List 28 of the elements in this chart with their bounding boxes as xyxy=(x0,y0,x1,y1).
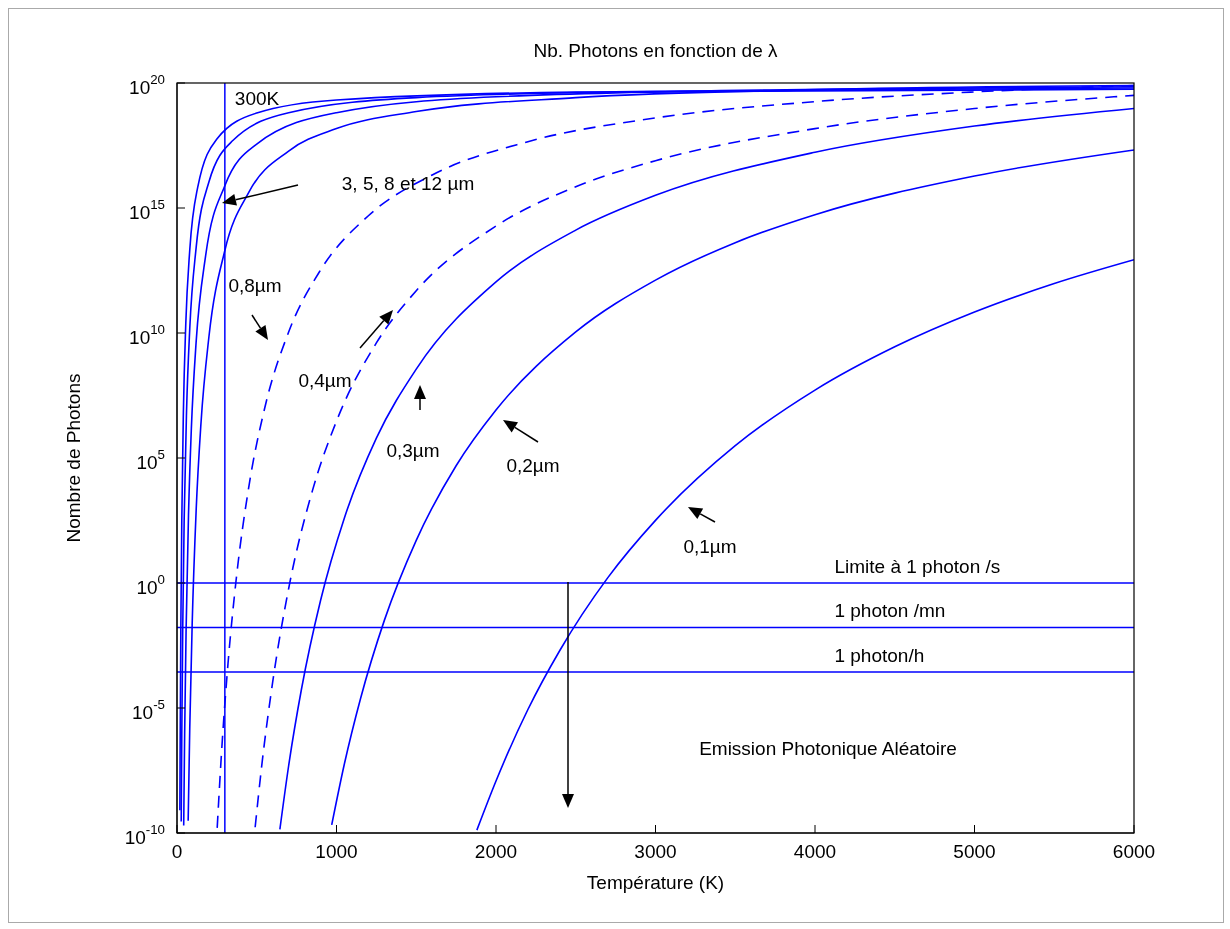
x-tick-label: 3000 xyxy=(634,841,677,863)
y-axis-title: Nombre de Photons xyxy=(62,373,84,543)
ref-line-label: Limite à 1 photon /s xyxy=(834,556,1001,577)
x-tick-label: 2000 xyxy=(474,841,518,863)
x-tick-label: 4000 xyxy=(793,841,837,863)
y-tick-label: 10$^{10}$ xyxy=(129,322,165,348)
x-tick-label: 6000 xyxy=(1112,841,1156,863)
y-tick-label: 10$^{5}$ xyxy=(136,447,165,473)
y-tick-label: 10$^{15}$ xyxy=(129,197,165,223)
annotation: 0,8µm xyxy=(228,274,282,296)
y-tick-label: 10$^{20}$ xyxy=(129,72,165,98)
annotation: 0,4µm xyxy=(298,369,352,391)
y-tick-label: 10$^{-10}$ xyxy=(124,822,165,848)
x-axis-title: Température (K) xyxy=(586,872,725,893)
annotation: 0,1µm xyxy=(683,535,737,557)
y-tick-label: 10$^{0}$ xyxy=(136,572,165,598)
chart-title: Nb. Photons en fonction de λ xyxy=(533,40,778,61)
ref-line-label: 1 photon/h xyxy=(834,644,925,666)
x-tick-label: 0 xyxy=(171,841,183,863)
annotation: 3, 5, 8 et 12 µm xyxy=(341,172,475,194)
y-tick-label: 10$^{-5}$ xyxy=(132,697,165,723)
ref-line-label: 1 photon /mn xyxy=(834,600,946,622)
ref-line-label: 300K xyxy=(234,88,280,109)
annotation: 0,3µm xyxy=(386,439,440,461)
x-tick-label: 5000 xyxy=(953,841,996,863)
annotation: Emission Photonique Aléatoire xyxy=(699,737,957,759)
annotation: 0,2µm xyxy=(506,454,560,476)
x-tick-label: 1000 xyxy=(315,841,358,863)
